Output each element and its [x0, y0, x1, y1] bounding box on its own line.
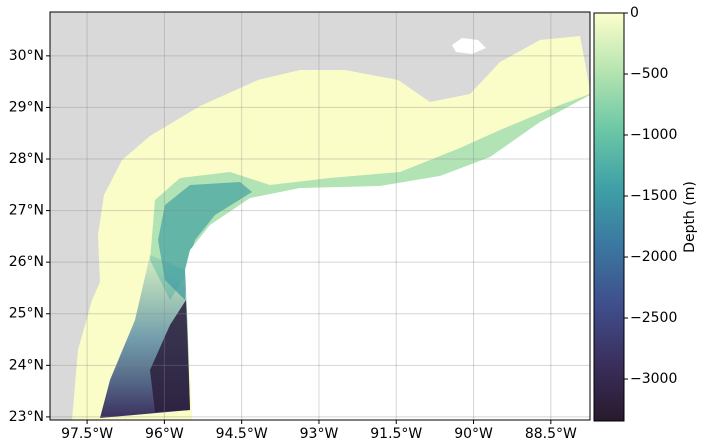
x-tick-label: 97.5°W — [61, 426, 113, 442]
y-tick-label: 29°N — [9, 99, 44, 115]
colorbar-tick-label: −500 — [630, 66, 668, 82]
map-frame — [49, 11, 591, 421]
colorbar-tick-label: −1500 — [630, 188, 677, 204]
colorbar-tick-label: −2000 — [630, 249, 677, 265]
y-tick-label: 27°N — [9, 203, 44, 219]
colorbar-tick-label: −1000 — [630, 127, 677, 143]
y-tick-label: 23°N — [9, 409, 44, 425]
abyss-core — [150, 300, 190, 412]
y-tick-label: 24°N — [9, 357, 44, 373]
y-tick-label: 26°N — [9, 254, 44, 270]
lake — [452, 38, 486, 54]
colorbar-tick-label: 0 — [630, 5, 639, 21]
outside-domain — [185, 95, 590, 420]
y-tick-label: 28°N — [9, 151, 44, 167]
x-tick-label: 88.5°W — [525, 426, 577, 442]
y-tick-label: 25°N — [9, 306, 44, 322]
y-tick-label: 30°N — [9, 48, 44, 64]
map-area — [50, 12, 590, 420]
grid — [50, 12, 590, 420]
x-tick-label: 91.5°W — [370, 426, 422, 442]
colorbar: 0 −500 −1000 −1500 −2000 −2500 −3000 Depth (m) — [593, 5, 698, 422]
colorbar-label: Depth (m) — [682, 181, 698, 253]
x-tick-label: 93°W — [300, 426, 339, 442]
slope-band — [150, 94, 590, 300]
colorbar-fill — [593, 12, 625, 422]
x-tick-label: 90°W — [454, 426, 493, 442]
colorbar-tick-label: −3000 — [630, 371, 677, 387]
colorbar-tick-label: −2500 — [630, 310, 677, 326]
x-tick-label: 96°W — [145, 426, 184, 442]
x-tick-label: 94.5°W — [216, 426, 268, 442]
